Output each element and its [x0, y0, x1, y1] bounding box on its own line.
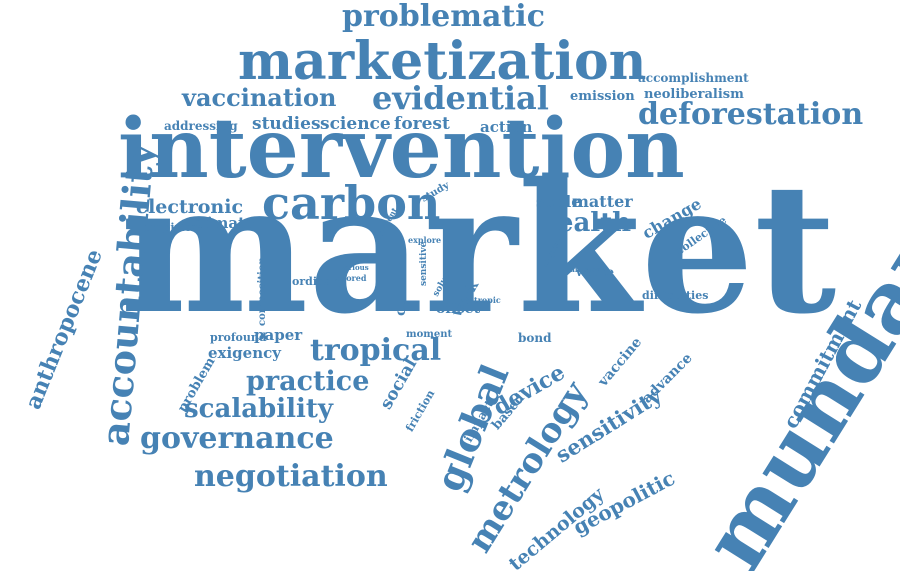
cloud-word: climate — [192, 214, 255, 232]
cloud-word: stored — [338, 273, 367, 283]
cloud-word: science — [320, 114, 391, 134]
cloud-word: advance — [639, 350, 696, 407]
cloud-word: addressing — [164, 119, 238, 133]
cloud-word: matter — [572, 192, 633, 211]
cloud-word: paper — [254, 326, 303, 344]
cloud-word: exigency — [208, 344, 281, 362]
cloud-word: practice — [246, 366, 370, 397]
cloud-word: accomplishment — [638, 71, 749, 85]
cloud-word: problematic — [342, 0, 545, 34]
cloud-word: offset — [436, 301, 481, 317]
cloud-word: profound — [210, 331, 267, 344]
cloud-word: neoliberalism — [644, 87, 744, 102]
cloud-word: electronic — [136, 196, 244, 218]
cloud-word: intervention — [118, 101, 685, 197]
cloud-word: sensitive — [419, 241, 429, 286]
cloud-word: friction — [403, 387, 438, 434]
cloud-word: difficulties — [642, 289, 709, 302]
cloud-word: concern — [393, 252, 409, 316]
cloud-word: market — [120, 144, 837, 353]
cloud-word: studies — [252, 114, 321, 134]
cloud-word: anthropocene — [20, 245, 108, 413]
cloud-word: forest — [394, 114, 450, 134]
cloud-word: health — [538, 208, 632, 238]
cloud-word: various — [340, 263, 369, 272]
cloud-word: division — [570, 265, 601, 274]
cloud-word: governance — [140, 421, 334, 456]
cloud-word: moment — [406, 329, 453, 340]
cloud-word: evidential — [372, 79, 549, 117]
cloud-word: scalability — [184, 394, 333, 424]
cloud-word: tropical — [310, 333, 442, 368]
cloud-word: negotiation — [194, 459, 388, 494]
cloud-word: empirical — [144, 221, 203, 234]
cloud-word: emission — [570, 89, 635, 104]
cloud-word: ordinary — [292, 275, 345, 288]
cloud-word: composition — [257, 257, 268, 326]
cloud-word: marketization — [238, 31, 647, 92]
cloud-word: bond — [518, 331, 552, 345]
cloud-word: explore — [408, 235, 442, 245]
cloud-word: vaccination — [182, 83, 337, 112]
cloud-word: action — [480, 118, 533, 136]
cloud-word: tropic — [474, 295, 501, 305]
cloud-word: scale — [536, 192, 582, 211]
cloud-word: deforestation — [638, 97, 864, 132]
cloud-word: carbon — [262, 176, 441, 230]
cloud-word: waste — [576, 265, 615, 279]
